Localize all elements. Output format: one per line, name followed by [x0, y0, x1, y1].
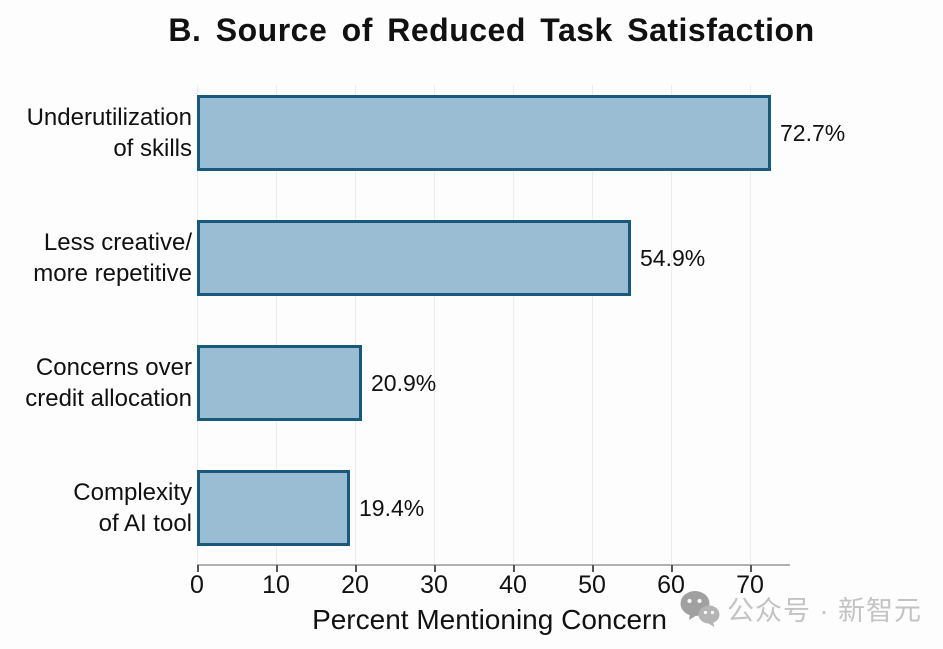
gridline — [750, 85, 751, 565]
x-tick-mark — [197, 565, 199, 572]
category-label-complexity-of-ai-tool: Complexity of AI tool — [0, 470, 192, 546]
bar-concerns-over-credit-allocation — [197, 345, 362, 421]
chart-title: B. Source of Reduced Task Satisfaction — [168, 12, 815, 48]
gridline — [671, 85, 672, 565]
gridline — [276, 85, 277, 565]
gridline — [434, 85, 435, 565]
value-label-underutilization-of-skills: 72.7% — [780, 119, 846, 146]
x-tick-label: 40 — [499, 571, 527, 599]
x-tick-label: 70 — [736, 571, 764, 599]
gridline — [197, 85, 198, 565]
value-label-concerns-over-credit-allocation: 20.9% — [371, 369, 437, 396]
category-label-line: of AI tool — [98, 510, 192, 537]
watermark-text: 公众号 · 新智元 — [727, 596, 922, 626]
value-label-less-creative-more-repetitive: 54.9% — [640, 244, 706, 271]
x-tick-label: 10 — [262, 571, 290, 599]
x-tick-mark — [750, 565, 752, 572]
category-label-line: credit allocation — [25, 385, 192, 412]
wechat-icon — [680, 591, 720, 627]
bar-underutilization-of-skills — [197, 95, 771, 171]
category-label-concerns-over-credit-allocation: Concerns over credit allocation — [0, 345, 192, 421]
watermark: 公众号 · 新智元 — [680, 589, 922, 628]
x-tick-mark — [355, 565, 357, 572]
x-tick-mark — [434, 565, 436, 572]
x-tick-mark — [513, 565, 515, 572]
category-label-less-creative-more-repetitive: Less creative/ more repetitive — [0, 220, 192, 296]
bar-less-creative-more-repetitive — [197, 220, 631, 296]
x-tick-mark — [276, 565, 278, 572]
x-tick-label: 50 — [578, 571, 606, 599]
x-tick-label: 60 — [657, 571, 685, 599]
x-tick-label: 0 — [190, 571, 204, 599]
category-label-line: more repetitive — [33, 260, 192, 287]
bar-complexity-of-ai-tool — [197, 470, 350, 546]
value-label-complexity-of-ai-tool: 19.4% — [359, 494, 425, 521]
x-tick-label: 30 — [420, 571, 448, 599]
category-label-line: of skills — [113, 135, 192, 162]
category-label-line: Concerns over — [35, 354, 192, 381]
category-label-line: Underutilization — [26, 104, 192, 131]
category-label-underutilization-of-skills: Underutilization of skills — [0, 95, 192, 171]
gridline — [513, 85, 514, 565]
x-tick-label: 20 — [341, 571, 369, 599]
category-label-line: Complexity — [73, 479, 192, 506]
x-axis-line — [197, 564, 790, 566]
x-axis-title: Percent Mentioning Concern — [312, 604, 667, 635]
x-tick-mark — [671, 565, 673, 572]
gridline — [592, 85, 593, 565]
category-label-line: Less creative/ — [43, 229, 192, 256]
gridline — [355, 85, 356, 565]
x-tick-mark — [592, 565, 594, 572]
